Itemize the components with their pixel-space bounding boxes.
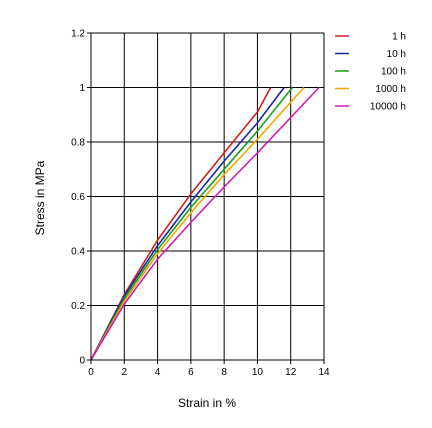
legend-label: 10 h	[387, 49, 406, 60]
x-axis-label: Strain in %	[178, 396, 236, 410]
series-line-100-h	[90, 86, 294, 361]
x-tick-label: 8	[221, 367, 227, 378]
legend-label: 1000 h	[375, 84, 406, 95]
y-tick-label: 0.8	[71, 138, 85, 149]
series-line-10000-h	[90, 86, 320, 361]
y-tick-label: 0.2	[71, 301, 85, 312]
y-tick-label: 0.6	[71, 192, 85, 203]
y-tick-label: 1.2	[71, 29, 85, 40]
y-axis-label: Stress in MPa	[33, 160, 47, 235]
y-tick-labels: 0 0.2 0.4 0.6 0.8 1 1.2	[71, 29, 91, 367]
legend-label: 10000 h	[370, 102, 406, 113]
y-tick-label: 1	[79, 83, 85, 94]
x-tick-label: 4	[155, 367, 161, 378]
series-line-1000-h	[90, 86, 305, 361]
series-lines	[90, 86, 320, 361]
series-line-10-h	[90, 87, 285, 361]
x-tick-label: 10	[252, 367, 264, 378]
x-tick-labels: 0 2 4 6 8 10 12 14	[88, 360, 330, 378]
x-tick-label: 0	[88, 367, 94, 378]
legend: 1 h 10 h 100 h 1000 h 10000 h	[335, 32, 406, 113]
y-tick-label: 0.4	[71, 247, 85, 258]
y-tick-label: 0	[79, 356, 85, 367]
grid	[91, 33, 324, 360]
x-tick-label: 12	[285, 367, 297, 378]
x-tick-label: 14	[318, 367, 330, 378]
series-line-1-h	[90, 87, 272, 361]
x-tick-label: 6	[188, 367, 194, 378]
legend-label: 100 h	[381, 67, 406, 78]
x-tick-label: 2	[122, 367, 128, 378]
legend-label: 1 h	[392, 32, 406, 43]
